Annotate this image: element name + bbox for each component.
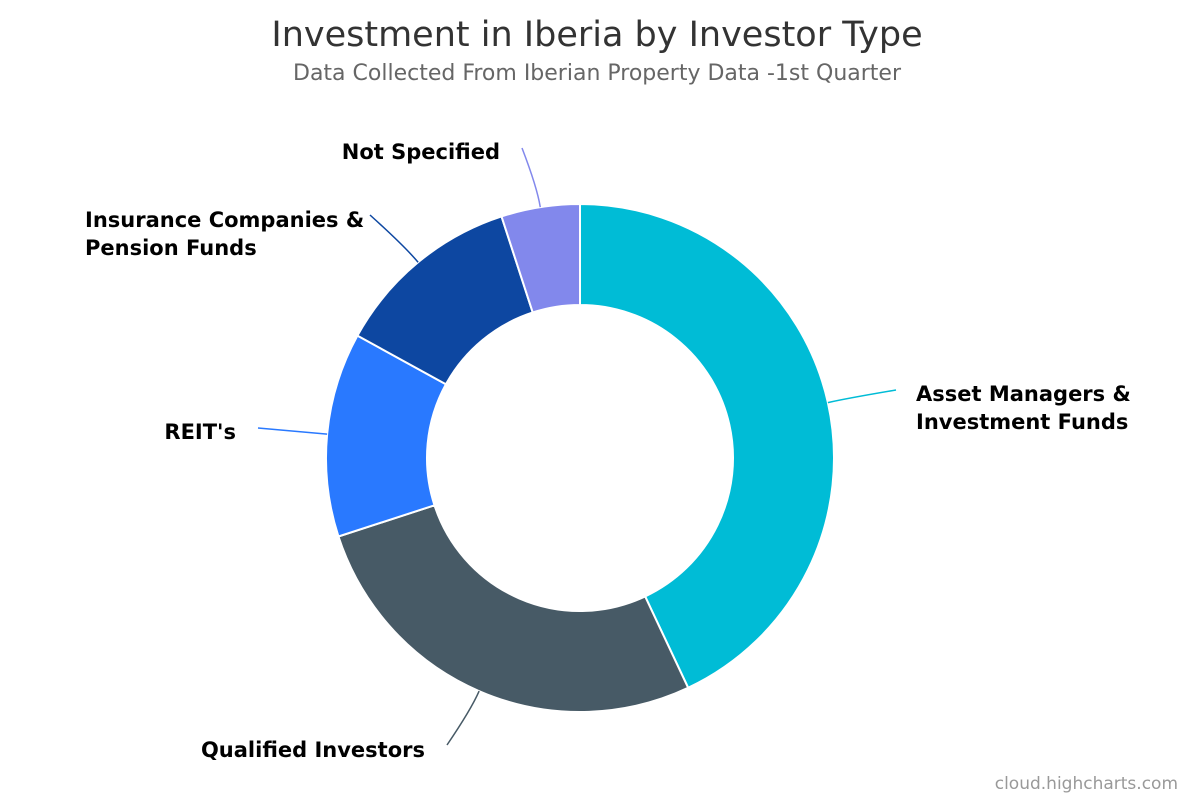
chart-title: Investment in Iberia by Investor Type	[271, 15, 922, 55]
connector	[257, 427, 328, 435]
connector	[446, 690, 480, 746]
connector	[827, 389, 897, 404]
data-label: REIT's	[164, 420, 236, 444]
data-label: Asset Managers & Investment Funds	[916, 382, 1131, 434]
data-label: Qualified Investors	[200, 738, 425, 762]
credits: cloud.highcharts.com	[995, 774, 1178, 794]
donut-slice	[500, 202, 581, 314]
data-label: Insurance Companies & Pension Funds	[85, 208, 365, 260]
chart-subtitle: Data Collected From Iberian Property Dat…	[293, 61, 902, 86]
donut-slice	[579, 202, 835, 690]
data-label: Not Specified	[341, 140, 500, 164]
connector	[369, 214, 419, 263]
connector	[521, 147, 542, 208]
donut-slice	[337, 504, 690, 713]
